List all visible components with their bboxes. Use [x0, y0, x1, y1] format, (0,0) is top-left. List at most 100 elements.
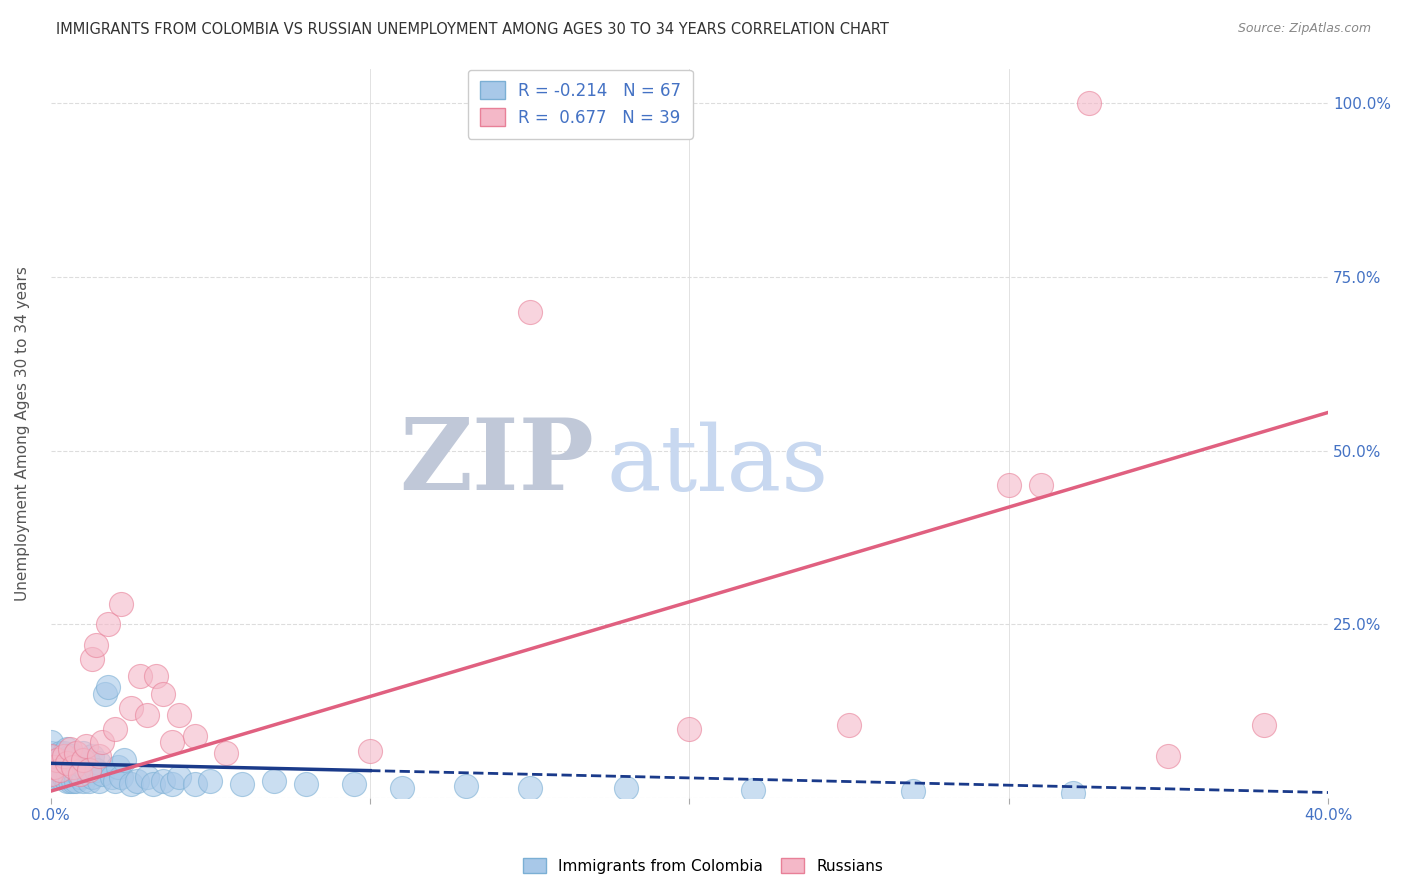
Point: [75, 764, 97, 778]
Point: [125, 773, 148, 788]
Point: [100, 770, 122, 784]
Point: [359, 744, 381, 758]
Point: [183, 777, 205, 791]
Point: [46, 753, 69, 767]
Point: [110, 597, 132, 611]
Point: [215, 746, 238, 760]
Point: [69, 770, 91, 784]
Point: [46, 749, 69, 764]
Point: [49, 756, 72, 771]
Point: [110, 770, 132, 784]
Point: [120, 700, 142, 714]
Point: [135, 770, 157, 784]
Text: Source: ZipAtlas.com: Source: ZipAtlas.com: [1237, 22, 1371, 36]
Point: [120, 777, 142, 791]
Point: [56, 756, 79, 771]
Point: [42, 760, 65, 774]
Point: [39, 735, 62, 749]
Point: [56, 742, 79, 756]
Point: [97, 617, 120, 632]
Point: [454, 779, 477, 793]
Point: [39, 753, 62, 767]
Point: [49, 764, 72, 778]
Point: [998, 478, 1021, 492]
Point: [107, 760, 129, 774]
Point: [142, 777, 165, 791]
Point: [77, 773, 100, 788]
Point: [343, 777, 366, 791]
Point: [39, 770, 62, 784]
Point: [614, 780, 637, 795]
Point: [90, 766, 112, 780]
Point: [1253, 718, 1275, 732]
Point: [62, 760, 84, 774]
Text: IMMIGRANTS FROM COLOMBIA VS RUSSIAN UNEMPLOYMENT AMONG AGES 30 TO 34 YEARS CORRE: IMMIGRANTS FROM COLOMBIA VS RUSSIAN UNEM…: [56, 22, 889, 37]
Point: [72, 753, 94, 767]
Point: [152, 773, 174, 788]
Point: [72, 773, 94, 788]
Point: [104, 722, 127, 736]
Point: [49, 746, 72, 760]
Point: [56, 753, 79, 767]
Point: [82, 749, 104, 764]
Point: [901, 784, 924, 798]
Point: [1077, 96, 1099, 111]
Point: [72, 746, 94, 760]
Y-axis label: Unemployment Among Ages 30 to 34 years: Unemployment Among Ages 30 to 34 years: [15, 266, 30, 600]
Point: [183, 729, 205, 743]
Point: [62, 749, 84, 764]
Point: [82, 652, 104, 666]
Point: [39, 746, 62, 760]
Point: [77, 756, 100, 771]
Point: [46, 760, 69, 774]
Point: [52, 756, 75, 771]
Point: [97, 680, 120, 694]
Point: [87, 773, 110, 788]
Point: [838, 718, 860, 732]
Point: [69, 753, 91, 767]
Point: [678, 722, 700, 736]
Point: [84, 764, 107, 778]
Point: [1062, 785, 1084, 799]
Point: [52, 770, 75, 784]
Text: ZIP: ZIP: [399, 414, 593, 511]
Point: [39, 760, 62, 774]
Point: [59, 742, 82, 756]
Point: [231, 777, 253, 791]
Point: [59, 764, 82, 778]
Point: [77, 764, 100, 778]
Point: [87, 749, 110, 764]
Point: [167, 707, 190, 722]
Point: [167, 770, 190, 784]
Point: [65, 746, 87, 760]
Point: [152, 687, 174, 701]
Point: [75, 739, 97, 753]
Point: [46, 770, 69, 784]
Point: [39, 766, 62, 780]
Point: [129, 669, 152, 683]
Point: [56, 773, 79, 788]
Point: [519, 780, 541, 795]
Point: [104, 773, 127, 788]
Point: [62, 764, 84, 778]
Point: [391, 780, 413, 795]
Point: [52, 749, 75, 764]
Point: [49, 770, 72, 784]
Point: [56, 764, 79, 778]
Legend: Immigrants from Colombia, Russians: Immigrants from Colombia, Russians: [517, 852, 889, 880]
Point: [65, 773, 87, 788]
Point: [160, 735, 183, 749]
Point: [72, 760, 94, 774]
Point: [84, 638, 107, 652]
Point: [742, 782, 765, 797]
Point: [1029, 478, 1052, 492]
Point: [160, 777, 183, 791]
Point: [112, 753, 135, 767]
Point: [94, 687, 117, 701]
Legend: R = -0.214   N = 67, R =  0.677   N = 39: R = -0.214 N = 67, R = 0.677 N = 39: [468, 70, 693, 138]
Point: [82, 770, 104, 784]
Text: atlas: atlas: [606, 422, 828, 510]
Point: [69, 766, 91, 780]
Point: [200, 773, 222, 788]
Point: [1157, 749, 1180, 764]
